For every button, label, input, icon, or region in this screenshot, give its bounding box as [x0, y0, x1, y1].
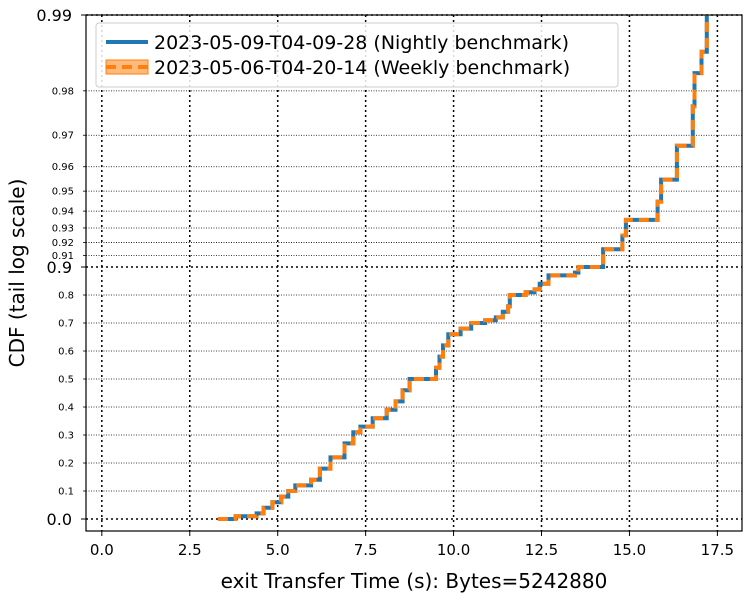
y-major-tick-label: 0.9	[47, 258, 72, 277]
x-tick-label: 15.0	[613, 541, 646, 559]
y-minor-tick-label: 0.4	[58, 403, 74, 414]
y-minor-tick-label: 0.5	[58, 375, 74, 386]
y-axis-title: CDF (tail log scale)	[5, 179, 29, 368]
plot-frame	[85, 14, 743, 532]
y-minor-tick-label: 0.6	[58, 347, 74, 358]
data-series	[217, 15, 709, 521]
x-tick-label: 2.5	[178, 541, 202, 559]
x-tick-label: 5.0	[266, 541, 290, 559]
legend-label: 2023-05-09-T04-09-28 (Nightly benchmark)	[154, 32, 569, 54]
y-major-tick-label: 0.0	[47, 510, 72, 529]
x-tick-label: 0.0	[90, 541, 114, 559]
y-minor-tick-label: 0.97	[52, 131, 74, 142]
y-minor-tick-label: 0.91	[52, 251, 74, 262]
y-minor-tick-label: 0.92	[52, 238, 74, 249]
y-minor-tick-label: 0.93	[52, 223, 74, 234]
y-minor-tick-label: 0.7	[58, 319, 74, 330]
grid-lines	[86, 14, 742, 531]
y-minor-tick-label: 0.2	[58, 459, 74, 470]
legend: 2023-05-09-T04-09-28 (Nightly benchmark)…	[95, 22, 619, 88]
y-minor-tick-label: 0.96	[52, 162, 74, 173]
y-minor-tick-label: 0.98	[52, 86, 74, 97]
x-tick-label: 7.5	[354, 541, 378, 559]
x-tick-label: 10.0	[437, 541, 470, 559]
legend-box	[95, 22, 619, 88]
y-minor-tick-label: 0.94	[52, 207, 74, 218]
y-minor-tick-label: 0.1	[58, 487, 74, 498]
series-line-weekly	[217, 15, 709, 521]
y-major-tick-label: 0.99	[36, 6, 72, 25]
y-minor-tick-label: 0.8	[58, 291, 74, 302]
y-minor-tick-label: 0.3	[58, 431, 74, 442]
legend-label: 2023-05-06-T04-20-14 (Weekly benchmark)	[154, 57, 570, 79]
axis-ticks: 0.0 2.5 5.0 7.5 10.0 12.5 15.0 17.5 0.1 0.2 0.3 0.4…	[36, 6, 734, 559]
y-minor-tick-label: 0.95	[52, 187, 74, 198]
x-axis-title: exit Transfer Time (s): Bytes=5242880	[221, 569, 608, 593]
x-tick-label: 12.5	[525, 541, 558, 559]
x-tick-label: 17.5	[701, 541, 734, 559]
